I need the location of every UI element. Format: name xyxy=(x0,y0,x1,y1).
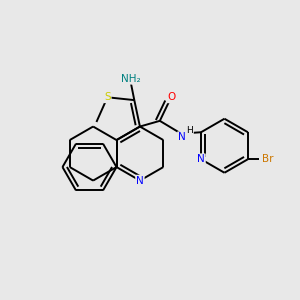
Text: NH₂: NH₂ xyxy=(121,74,141,84)
Text: N: N xyxy=(178,132,186,142)
Text: N: N xyxy=(197,154,205,164)
Text: S: S xyxy=(104,92,111,102)
Text: O: O xyxy=(167,92,175,102)
Text: H: H xyxy=(186,126,193,135)
Text: N: N xyxy=(136,176,144,186)
Text: Br: Br xyxy=(262,154,274,164)
